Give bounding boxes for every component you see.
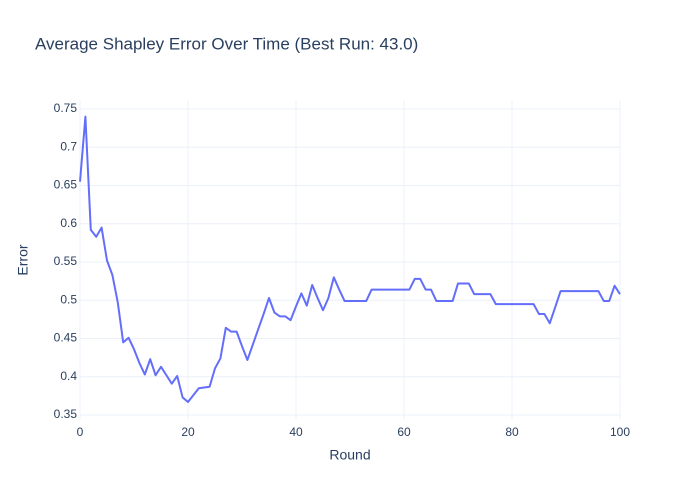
y-tick-label: 0.4 [60,369,77,383]
data-line [79,115,621,404]
x-tick-label: 0 [77,425,84,439]
y-tick-label: 0.75 [54,101,78,115]
chart-title: Average Shapley Error Over Time (Best Ru… [35,34,418,53]
y-tick-label: 0.5 [60,292,77,306]
x-tick-label: 100 [610,425,630,439]
y-axis-title: Error [15,244,31,275]
y-tick-label: 0.6 [60,216,77,230]
x-tick-label: 60 [397,425,411,439]
x-axis-title: Round [329,447,370,463]
y-tick-label: 0.7 [60,139,77,153]
y-tick-label: 0.45 [54,331,78,345]
x-tick-label: 20 [181,425,195,439]
y-tick-label: 0.35 [54,407,78,421]
x-tick-label: 80 [505,425,519,439]
x-tick-label: 40 [289,425,303,439]
y-tick-label: 0.55 [54,254,78,268]
y-tick-label: 0.65 [54,178,78,192]
